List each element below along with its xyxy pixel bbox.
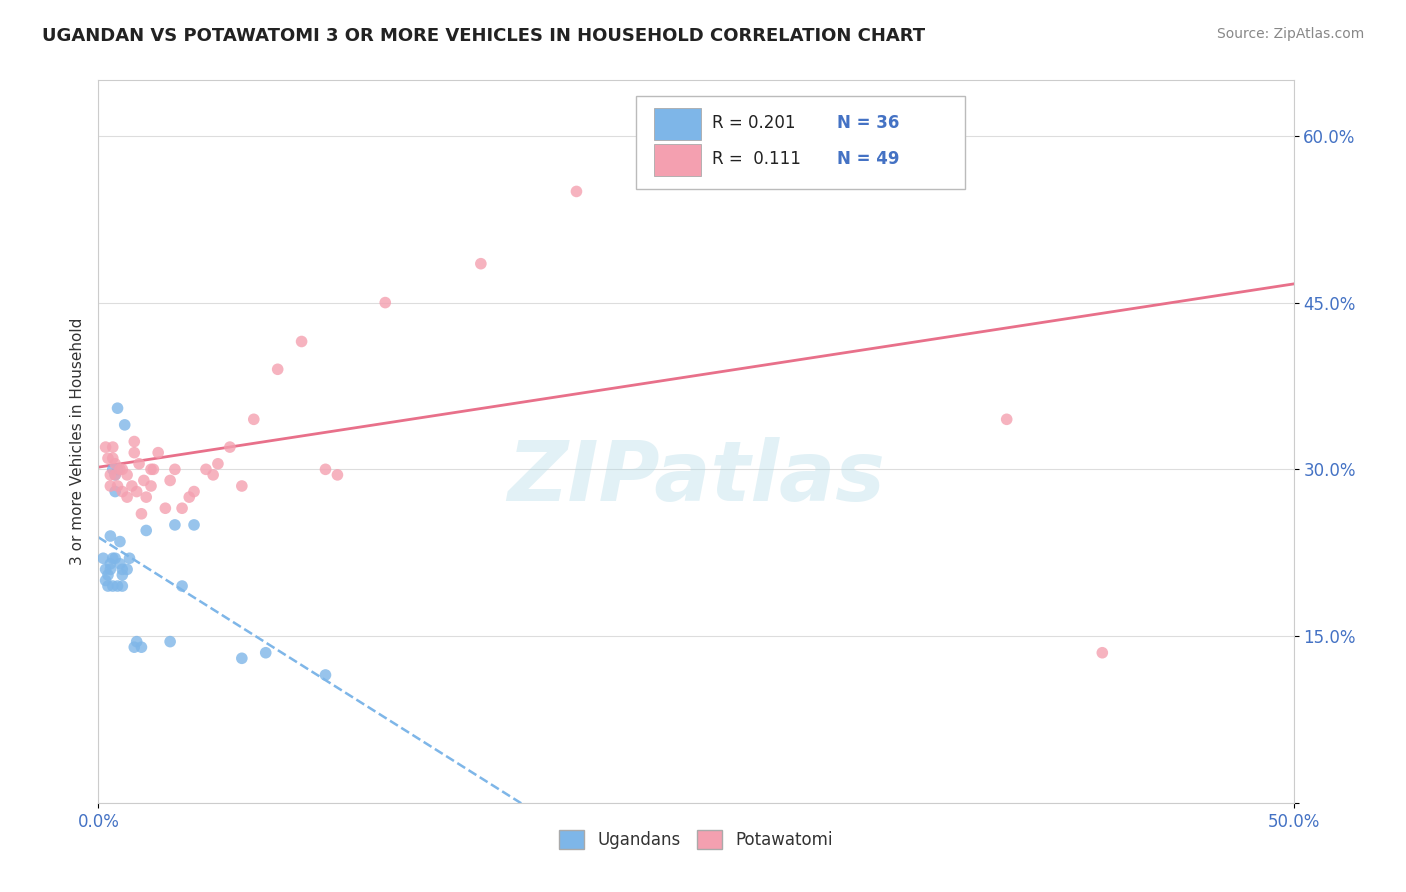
Point bbox=[111, 568, 134, 582]
Point bbox=[124, 640, 146, 655]
Point bbox=[98, 467, 122, 482]
Point bbox=[172, 501, 194, 516]
Text: UGANDAN VS POTAWATOMI 3 OR MORE VEHICLES IN HOUSEHOLD CORRELATION CHART: UGANDAN VS POTAWATOMI 3 OR MORE VEHICLES… bbox=[42, 27, 925, 45]
Point bbox=[195, 462, 218, 476]
Text: R =  0.111: R = 0.111 bbox=[711, 150, 800, 168]
Text: N = 36: N = 36 bbox=[837, 114, 900, 132]
Point bbox=[231, 651, 253, 665]
Point bbox=[101, 451, 124, 466]
Point bbox=[374, 295, 396, 310]
Point bbox=[132, 474, 155, 488]
Point bbox=[202, 467, 225, 482]
Point bbox=[125, 634, 148, 648]
Point bbox=[135, 524, 157, 538]
Point bbox=[179, 490, 201, 504]
Text: N = 49: N = 49 bbox=[837, 150, 900, 168]
Point bbox=[163, 517, 186, 532]
Point bbox=[470, 257, 492, 271]
Point bbox=[291, 334, 314, 349]
Point bbox=[243, 412, 266, 426]
Point bbox=[155, 501, 177, 516]
Point bbox=[104, 484, 127, 499]
Point bbox=[97, 568, 120, 582]
Point bbox=[135, 490, 157, 504]
Point bbox=[118, 551, 141, 566]
Point bbox=[115, 467, 138, 482]
Point bbox=[111, 484, 134, 499]
Point bbox=[94, 574, 117, 588]
Point bbox=[163, 462, 186, 476]
Point bbox=[219, 440, 242, 454]
Text: R = 0.201: R = 0.201 bbox=[711, 114, 794, 132]
Point bbox=[565, 185, 588, 199]
Point bbox=[121, 479, 143, 493]
Point bbox=[97, 451, 120, 466]
Point bbox=[91, 551, 114, 566]
Point bbox=[107, 462, 129, 476]
Point bbox=[111, 579, 134, 593]
Point bbox=[108, 557, 131, 571]
Point bbox=[104, 551, 127, 566]
Point bbox=[98, 557, 122, 571]
Point bbox=[124, 434, 146, 449]
Point bbox=[267, 362, 290, 376]
Point bbox=[139, 479, 162, 493]
Point bbox=[315, 462, 337, 476]
Point bbox=[115, 490, 138, 504]
FancyBboxPatch shape bbox=[654, 108, 700, 139]
Point bbox=[98, 529, 122, 543]
Point bbox=[125, 484, 148, 499]
Point bbox=[207, 457, 229, 471]
Point bbox=[183, 517, 205, 532]
Point bbox=[231, 479, 253, 493]
Point bbox=[107, 579, 129, 593]
Point bbox=[139, 462, 162, 476]
Point bbox=[131, 507, 153, 521]
Point bbox=[114, 417, 136, 432]
Point bbox=[107, 479, 129, 493]
Point bbox=[159, 634, 181, 648]
Point bbox=[637, 128, 659, 143]
Point bbox=[326, 467, 349, 482]
Point bbox=[1091, 646, 1114, 660]
FancyBboxPatch shape bbox=[637, 96, 965, 189]
Point bbox=[172, 579, 194, 593]
Point bbox=[108, 534, 131, 549]
Point bbox=[124, 445, 146, 459]
Point bbox=[148, 445, 170, 459]
Point bbox=[111, 562, 134, 576]
Point bbox=[315, 668, 337, 682]
Text: Source: ZipAtlas.com: Source: ZipAtlas.com bbox=[1216, 27, 1364, 41]
Point bbox=[159, 474, 181, 488]
Point bbox=[254, 646, 277, 660]
Point bbox=[101, 440, 124, 454]
Point bbox=[101, 551, 124, 566]
Point bbox=[104, 467, 127, 482]
Point bbox=[98, 479, 122, 493]
Text: ZIPatlas: ZIPatlas bbox=[508, 437, 884, 518]
Point bbox=[995, 412, 1018, 426]
Point bbox=[94, 440, 117, 454]
Point bbox=[101, 462, 124, 476]
Point bbox=[128, 457, 150, 471]
Point bbox=[98, 562, 122, 576]
Point bbox=[685, 156, 707, 170]
Point bbox=[142, 462, 165, 476]
Y-axis label: 3 or more Vehicles in Household: 3 or more Vehicles in Household bbox=[69, 318, 84, 566]
Point bbox=[94, 562, 117, 576]
Point bbox=[104, 457, 127, 471]
Point bbox=[115, 562, 138, 576]
Point bbox=[104, 467, 127, 482]
Point bbox=[108, 462, 131, 476]
Point bbox=[97, 579, 120, 593]
Point bbox=[131, 640, 153, 655]
Point bbox=[107, 401, 129, 416]
Legend: Ugandans, Potawatomi: Ugandans, Potawatomi bbox=[553, 823, 839, 856]
Point bbox=[111, 462, 134, 476]
Point bbox=[101, 579, 124, 593]
FancyBboxPatch shape bbox=[654, 144, 700, 176]
Point bbox=[183, 484, 205, 499]
